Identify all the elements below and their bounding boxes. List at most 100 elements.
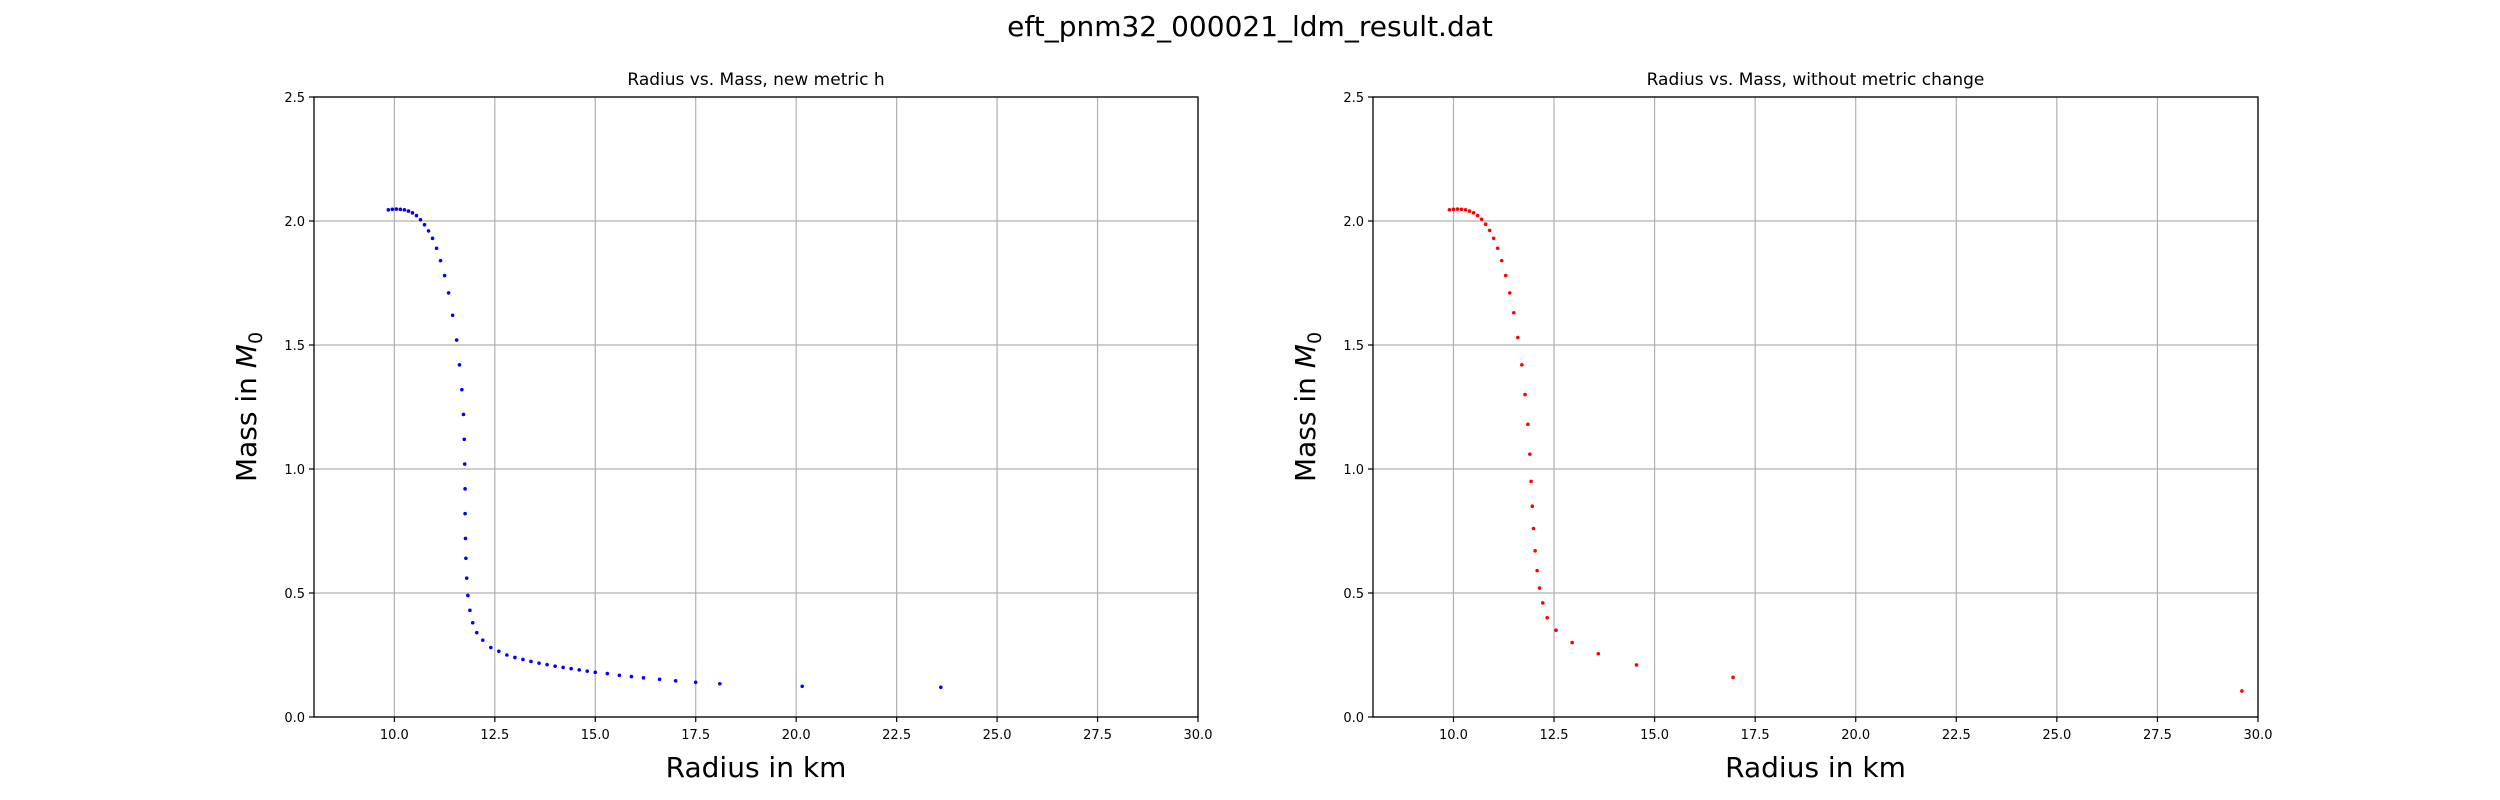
- data-point: [1499, 258, 1504, 263]
- data-point: [386, 208, 391, 212]
- data-point: [1530, 504, 1535, 509]
- x-axis-label: Radius in km: [1725, 751, 1906, 784]
- y-axis-label-text: Mass in: [230, 368, 263, 482]
- x-tick-label: 27.5: [2143, 728, 2172, 743]
- y-tick-label: 2.0: [1343, 215, 1364, 230]
- data-point: [513, 655, 517, 660]
- data-point: [1596, 651, 1601, 656]
- chart-panel-1: 10.0 12.5 15.0 17.5 20.0 22.5 25.0 27.5 30.0 0.0 0…: [230, 70, 1212, 784]
- y-tick-label: 0.0: [284, 711, 305, 726]
- y-axis-label-subscript: 0: [1304, 332, 1326, 344]
- data-point: [430, 236, 435, 241]
- data-point: [1463, 208, 1468, 212]
- data-point: [480, 638, 485, 642]
- data-point: [545, 662, 549, 667]
- y-axis-label-symbol: M: [1289, 344, 1322, 368]
- data-point: [553, 664, 557, 668]
- y-axis-label-symbol: M: [230, 344, 263, 368]
- x-axis-label: Radius in km: [666, 751, 847, 784]
- y-tick-label: 2.5: [1343, 91, 1364, 106]
- data-point: [629, 674, 634, 679]
- data-point: [1471, 211, 1476, 215]
- data-point: [693, 680, 698, 685]
- data-point: [800, 684, 805, 689]
- y-tick-label: 2.5: [284, 91, 305, 106]
- x-tick-label: 12.5: [480, 728, 509, 743]
- x-tick-label: 22.5: [1942, 728, 1971, 743]
- data-point: [398, 207, 403, 212]
- data-point: [489, 645, 493, 650]
- data-point: [497, 649, 501, 654]
- data-point: [1529, 479, 1533, 484]
- data-point: [1495, 246, 1500, 251]
- data-point: [673, 678, 678, 683]
- data-point: [394, 207, 399, 211]
- axes-frame: [313, 96, 1199, 718]
- data-point: [442, 273, 447, 278]
- axes-frame: [1372, 96, 2259, 718]
- y-axis-label: Mass in M0: [230, 332, 267, 482]
- x-tick-label: 25.0: [2042, 728, 2071, 743]
- data-point: [450, 313, 455, 318]
- x-tick-label: 17.5: [1741, 728, 1770, 743]
- data-point: [434, 246, 439, 251]
- data-point: [2240, 689, 2244, 693]
- data-point: [529, 659, 533, 664]
- data-point: [438, 258, 443, 263]
- y-tick-label: 1.0: [284, 463, 305, 478]
- subplot-title: Radius vs. Mass, new metric h: [627, 70, 884, 90]
- data-point: [461, 412, 466, 417]
- data-point: [1447, 208, 1452, 212]
- y-tick-label: 0.5: [1343, 587, 1364, 602]
- data-point: [1531, 526, 1536, 531]
- data-point: [470, 620, 475, 625]
- data-point: [457, 363, 462, 367]
- y-tick-label: 1.0: [1343, 463, 1364, 478]
- data-point: [1467, 209, 1472, 213]
- data-point: [1475, 213, 1480, 218]
- data-point: [406, 209, 411, 213]
- data-point: [462, 462, 467, 466]
- data-point: [1634, 663, 1639, 667]
- data-point: [1455, 207, 1460, 211]
- data-point: [463, 487, 467, 491]
- data-point: [569, 666, 573, 671]
- x-tick-label: 30.0: [1184, 728, 1213, 743]
- data-point: [1451, 207, 1456, 212]
- data-point: [1526, 422, 1530, 427]
- data-point: [641, 676, 646, 680]
- x-tick-label: 22.5: [882, 728, 911, 743]
- figure-title: eft_pnm32_000021_ldm_result.dat: [1007, 10, 1493, 43]
- data-point: [617, 673, 622, 678]
- x-tick-label: 20.0: [1841, 728, 1870, 743]
- data-point: [426, 229, 431, 233]
- data-point: [468, 608, 472, 613]
- data-point: [657, 677, 662, 682]
- data-point: [466, 593, 470, 598]
- data-point: [1540, 601, 1545, 605]
- data-point: [1528, 452, 1532, 456]
- data-point: [1503, 273, 1508, 278]
- data-point: [1535, 568, 1539, 573]
- data-point: [454, 338, 459, 342]
- data-point: [537, 661, 541, 665]
- x-tick-label: 30.0: [2244, 728, 2273, 743]
- y-axis-label-subscript: 0: [245, 332, 267, 344]
- data-point: [1523, 392, 1527, 397]
- data-point: [505, 653, 509, 657]
- data-point: [1483, 222, 1488, 227]
- data-point: [410, 211, 415, 215]
- data-point: [446, 291, 451, 295]
- x-tick-label: 12.5: [1540, 728, 1569, 743]
- data-point: [1491, 236, 1496, 241]
- data-point: [939, 685, 943, 690]
- x-tick-label: 15.0: [1640, 728, 1669, 743]
- data-point: [561, 665, 565, 670]
- data-point: [1479, 217, 1484, 222]
- data-point: [718, 681, 722, 686]
- data-point: [1516, 335, 1520, 340]
- data-point: [463, 511, 467, 516]
- x-tick-label: 10.0: [1439, 728, 1468, 743]
- data-point: [1537, 586, 1542, 590]
